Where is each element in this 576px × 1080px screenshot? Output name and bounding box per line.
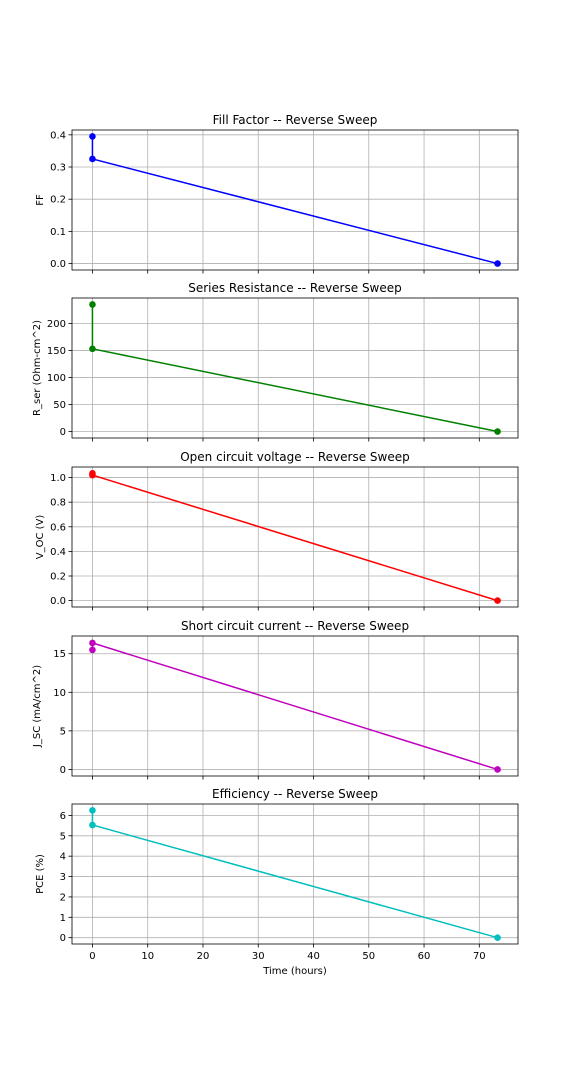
y-tick-label: 100 <box>47 373 66 384</box>
y-tick-label: 0.4 <box>50 130 66 141</box>
y-tick-label: 6 <box>60 811 66 822</box>
data-point <box>494 766 501 773</box>
axes-frame <box>71 635 519 777</box>
y-tick-label: 0.3 <box>50 163 66 174</box>
subplot-title: Fill Factor -- Reverse Sweep <box>213 113 378 127</box>
data-point <box>89 646 96 654</box>
y-axis-label: FF <box>35 194 46 206</box>
y-tick-label: 5 <box>60 831 66 842</box>
series-line <box>91 810 498 939</box>
y-axis-label: V_OC (V) <box>35 515 46 560</box>
subplot-title: Efficiency -- Reverse Sweep <box>212 787 378 801</box>
y-tick-label: 0.0 <box>50 596 66 607</box>
subplot-2: Series Resistance -- Reverse Sweep 0 50 100… <box>32 281 519 442</box>
y-tick-label: 0.2 <box>50 195 66 206</box>
axes-frame <box>71 129 519 271</box>
y-tick-label: 0.2 <box>50 571 66 582</box>
x-tick-label: 60 <box>418 951 431 962</box>
data-point <box>89 639 96 647</box>
x-tick-label: 20 <box>197 951 210 962</box>
x-tick-label: 50 <box>362 951 375 962</box>
subplot-title: Open circuit voltage -- Reverse Sweep <box>180 450 410 464</box>
y-axis-label: R_ser (Ohm-cm^2) <box>32 320 43 416</box>
y-tick-label: 4 <box>60 852 66 863</box>
data-point <box>89 133 96 140</box>
series-line <box>91 473 498 602</box>
y-tick-label: 0.8 <box>50 498 66 509</box>
y-tick-label: 0 <box>60 933 66 944</box>
x-tick-label: 30 <box>252 951 265 962</box>
data-point <box>89 807 96 814</box>
y-tick-label: 200 <box>47 319 66 330</box>
data-point <box>89 155 96 163</box>
data-point <box>494 428 501 435</box>
axes-frame <box>71 466 519 608</box>
data-point <box>89 301 96 308</box>
data-point <box>494 934 501 941</box>
y-tick-label: 2 <box>60 892 66 903</box>
subplot-4: Short circuit current -- Reverse Sweep 0 5… <box>32 619 519 780</box>
y-tick-label: 1 <box>60 913 66 924</box>
y-tick-label: 1.0 <box>50 473 66 484</box>
series-line <box>91 641 498 771</box>
x-tick-label: 70 <box>473 951 486 962</box>
y-tick-label: 15 <box>53 649 66 660</box>
y-tick-label: 3 <box>60 872 66 883</box>
data-point <box>494 260 501 267</box>
y-axis-label: J_SC (mA/cm^2) <box>32 665 43 748</box>
y-axis-label: PCE (%) <box>35 854 46 894</box>
y-tick-label: 0 <box>60 765 66 776</box>
data-point <box>494 597 501 604</box>
data-point <box>89 471 96 479</box>
y-tick-label: 0.4 <box>50 547 66 558</box>
y-tick-label: 50 <box>53 400 66 411</box>
y-tick-label: 0.6 <box>50 522 66 533</box>
x-tick-label: 40 <box>307 951 320 962</box>
series-line <box>91 136 498 265</box>
y-tick-label: 150 <box>47 346 66 357</box>
y-tick-label: 0.1 <box>50 227 66 238</box>
axes-frame <box>71 803 519 945</box>
x-tick-label: 0 <box>89 951 95 962</box>
axes-frame <box>71 297 519 439</box>
subplot-1: Fill Factor -- Reverse Sweep 0.0 0.1 0.2 0.3… <box>35 113 519 274</box>
y-tick-label: 10 <box>53 688 66 699</box>
data-point <box>89 821 96 829</box>
data-point <box>89 345 96 353</box>
y-tick-label: 0.0 <box>50 259 66 270</box>
y-tick-label: 0 <box>60 427 66 438</box>
subplot-title: Short circuit current -- Reverse Sweep <box>181 619 409 633</box>
y-tick-label: 5 <box>60 726 66 737</box>
subplot-title: Series Resistance -- Reverse Sweep <box>188 281 402 295</box>
subplot-3: Open circuit voltage -- Reverse Sweep 0.0… <box>35 450 519 611</box>
x-tick-label: 10 <box>141 951 154 962</box>
x-axis-label: Time (hours) <box>262 966 327 977</box>
